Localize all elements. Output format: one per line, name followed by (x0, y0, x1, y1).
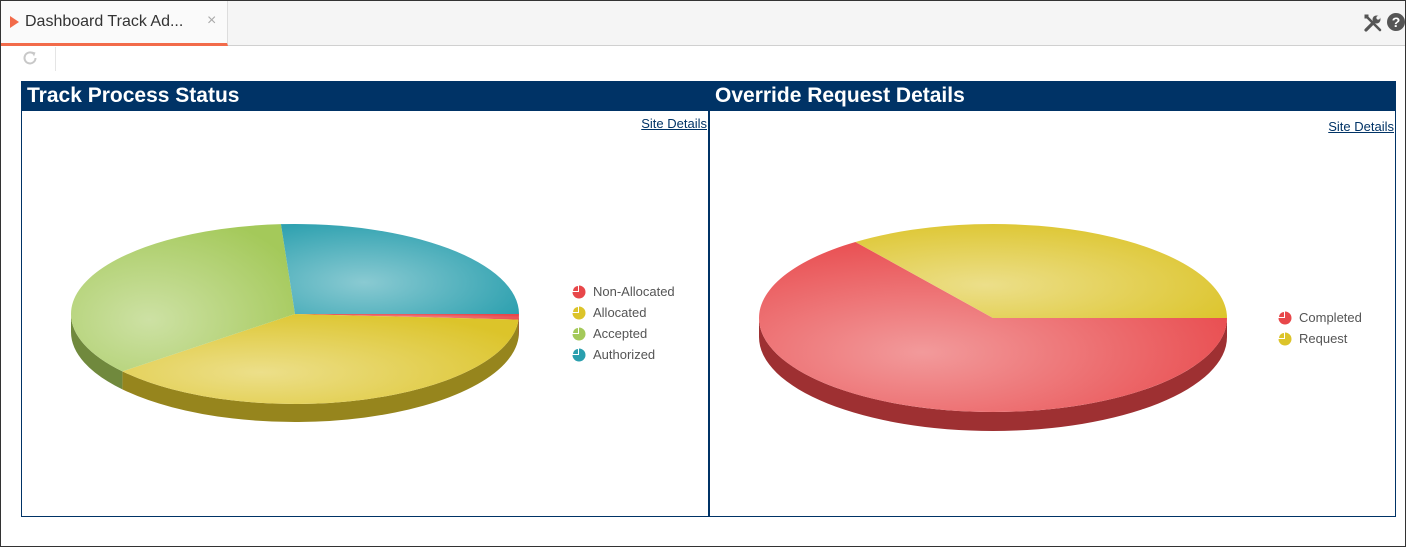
panel-body: Site Details Completed Request (709, 111, 1396, 517)
legend-item-request[interactable]: Request (1278, 328, 1362, 349)
legend-label: Request (1299, 331, 1348, 346)
pie-side-walls (71, 314, 519, 423)
panel-title: Track Process Status (21, 81, 709, 111)
tab-bar: Dashboard Track Ad... × ? (1, 1, 1405, 46)
pie-side-walls (759, 318, 1227, 431)
pie-legend-icon (572, 306, 586, 319)
legend-item-accepted[interactable]: Accepted (572, 323, 675, 344)
legend-item-non-allocated[interactable]: Non-Allocated (572, 281, 675, 302)
site-details-link[interactable]: Site Details (1328, 119, 1394, 134)
legend-label: Non-Allocated (593, 284, 675, 299)
tools-icon[interactable] (1363, 13, 1383, 33)
pie-slice-request[interactable] (855, 224, 1227, 318)
chart-legend: Completed Request (1278, 307, 1362, 349)
legend-item-completed[interactable]: Completed (1278, 307, 1362, 328)
pie-slice-non-allocated[interactable] (295, 314, 519, 320)
chart-legend: Non-Allocated Allocated Accepted Authorized (572, 281, 675, 365)
override-request-details-panel: Override Request Details Site Details Co… (709, 81, 1396, 517)
pie-legend-icon (572, 285, 586, 298)
pie-slice-allocated[interactable] (122, 314, 519, 405)
allocated-side-wall (122, 319, 519, 423)
track-process-pie-chart (71, 224, 519, 423)
pie-legend-icon (1278, 311, 1292, 324)
pie-legend-icon (1278, 332, 1292, 345)
completed-side-wall (759, 318, 1227, 431)
tab-arrow-icon (10, 16, 19, 28)
legend-item-allocated[interactable]: Allocated (572, 302, 675, 323)
legend-label: Authorized (593, 347, 656, 362)
track-process-status-panel: Track Process Status Site Details Non-Al… (21, 81, 709, 517)
tab-dashboard-track[interactable]: Dashboard Track Ad... × (1, 1, 228, 46)
panel-title: Override Request Details (709, 81, 1396, 111)
override-request-pie-chart (759, 224, 1227, 431)
site-details-link[interactable]: Site Details (641, 116, 707, 131)
toolbar-divider (55, 47, 56, 71)
accepted-side-wall (71, 314, 123, 390)
help-icon[interactable]: ? (1387, 13, 1405, 31)
legend-label: Completed (1299, 310, 1362, 325)
close-icon[interactable]: × (207, 12, 217, 29)
tab-title: Dashboard Track Ad... (25, 13, 184, 30)
pie-slice-accepted[interactable] (71, 224, 295, 372)
legend-label: Allocated (593, 305, 647, 320)
refresh-icon[interactable] (21, 49, 39, 67)
panel-body: Site Details Non-Allocated Allocated Accep… (21, 111, 709, 517)
pie-legend-icon (572, 348, 586, 361)
pie-legend-icon (572, 327, 586, 340)
pie-slice-completed[interactable] (759, 241, 1227, 412)
legend-item-authorized[interactable]: Authorized (572, 344, 675, 365)
pie-slice-authorized[interactable] (280, 224, 519, 314)
legend-label: Accepted (593, 326, 648, 341)
